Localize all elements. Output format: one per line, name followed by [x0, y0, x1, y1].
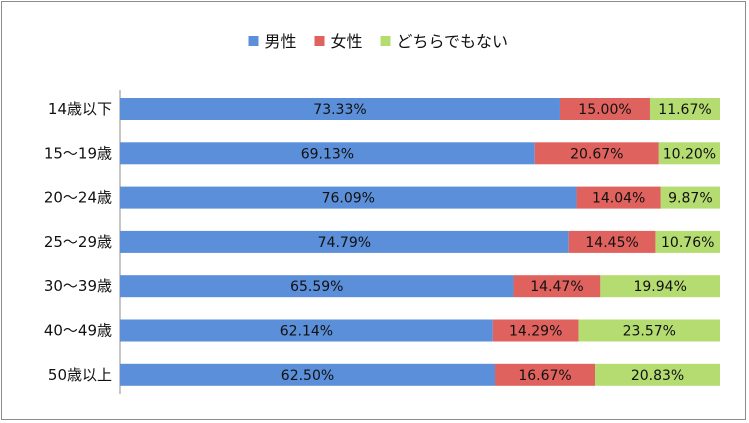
legend-label: 男性 [265, 32, 297, 51]
data-label: 74.79% [318, 235, 371, 251]
bar-segment [595, 363, 720, 386]
data-label: 23.57% [623, 324, 676, 340]
bars [120, 98, 720, 386]
bar-segment [120, 98, 560, 120]
bar-segment [120, 319, 493, 342]
data-label: 10.76% [661, 235, 714, 251]
data-label: 65.59% [290, 279, 343, 295]
legend-label: 女性 [331, 32, 363, 51]
bar-segment [120, 186, 577, 209]
bar-segment [495, 363, 596, 386]
legend-label: どちらでもない [397, 32, 509, 51]
category-label: 30〜39歳 [44, 277, 112, 295]
category-label: 50歳以上 [48, 366, 112, 384]
bar-segment [120, 363, 495, 386]
data-label: 20.67% [570, 146, 623, 162]
data-label: 15.00% [578, 102, 631, 118]
legend-swatch [314, 36, 325, 46]
bar-segment [658, 142, 720, 165]
bar-segment [120, 230, 569, 253]
bar-segment [600, 275, 720, 298]
category-labels: 14歳以下 15〜19歳 20〜24歳 25〜29歳 30〜39歳 40〜49歳 50歳以上 [44, 100, 112, 384]
data-label: 14.29% [509, 324, 562, 340]
data-label: 10.20% [663, 146, 716, 162]
data-label: 16.67% [518, 368, 571, 384]
bar-segment [559, 98, 650, 120]
bar-segment [649, 98, 720, 120]
data-label: 11.67% [658, 102, 711, 118]
legend-swatch [248, 36, 259, 46]
legend-swatch [380, 36, 391, 46]
data-label: 73.33% [313, 102, 366, 118]
bar-segment [655, 230, 720, 253]
data-label: 14.45% [585, 235, 638, 251]
bar-segment [492, 319, 579, 342]
category-label: 20〜24歳 [44, 189, 112, 207]
bar-segment [534, 142, 659, 165]
category-label: 14歳以下 [48, 100, 112, 118]
bar-segment [576, 186, 661, 209]
bar-segment [578, 319, 720, 342]
bar-segment [120, 275, 514, 298]
data-label: 69.13% [301, 146, 354, 162]
data-label: 62.50% [281, 368, 334, 384]
data-label: 20.83% [631, 368, 684, 384]
data-label: 19.94% [633, 279, 686, 295]
category-label: 40〜49歳 [44, 322, 112, 340]
data-label: 14.47% [530, 279, 583, 295]
legend: 男性 女性 どちらでもない [248, 32, 509, 51]
bar-segment [513, 275, 601, 298]
data-label: 14.04% [592, 191, 645, 207]
bar-segment [120, 142, 535, 165]
data-label: 9.87% [668, 191, 712, 207]
data-labels: 73.33% 15.00% 11.67% 69.13% 20.67% 10.20% 76.0… [280, 102, 716, 384]
data-label: 76.09% [322, 191, 375, 207]
data-label: 62.14% [280, 324, 333, 340]
category-label: 15〜19歳 [44, 144, 112, 162]
category-label: 25〜29歳 [44, 233, 112, 251]
bar-segment [568, 230, 656, 253]
bar-segment [660, 186, 720, 209]
